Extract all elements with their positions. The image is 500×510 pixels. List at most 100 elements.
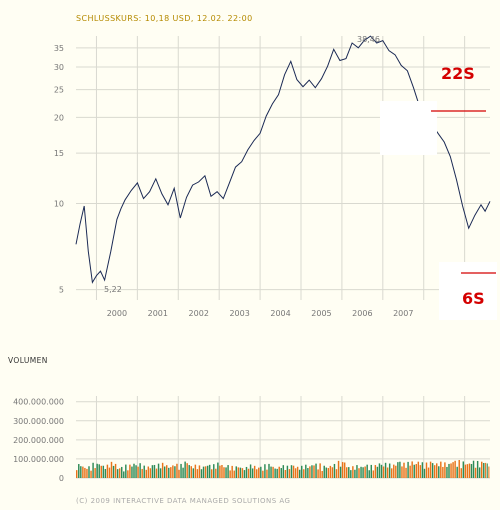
volume-bar [217,462,219,478]
volume-bar [155,468,158,478]
volume-y-tick-label: 100.000.000 [13,455,64,464]
volume-bar [411,461,413,478]
volume-bar [407,461,409,478]
price-x-tick-label: 2005 [311,309,331,318]
volume-bar [137,466,139,478]
volume-bar [485,462,487,478]
volume-bar [421,462,424,478]
volume-bar [317,469,319,478]
volume-bar [341,462,344,478]
volume-bar [370,464,372,478]
price-x-tick-label: 2006 [352,309,372,318]
volume-bar [486,463,488,478]
volume-bar [170,467,172,478]
volume-title: VOLUMEN [8,356,48,365]
volume-bar [88,466,90,478]
volume-bar [333,463,336,478]
volume-bar [80,466,82,478]
price-x-tick-label: 2007 [393,309,413,318]
volume-bar [145,469,147,478]
volume-bar [483,462,485,478]
price-y-tick-label: 5 [59,286,64,295]
volume-bar [90,470,92,478]
volume-bar [478,467,481,478]
note-box-upper [380,101,437,155]
volume-bar [364,466,366,478]
volume-bar [319,463,321,478]
price-y-tick-label: 35 [54,44,64,53]
volume-bar [231,465,233,478]
volume-bar [274,468,276,478]
volume-bar [350,470,352,478]
volume-bar [237,467,240,478]
volume-bar [335,469,338,478]
volume-bar [303,469,305,478]
volume-bar [446,466,448,478]
volume-bar [325,467,327,478]
volume-bar [180,463,182,478]
volume-bar [198,465,201,478]
volume-bar [112,465,115,478]
volume-bar [343,462,346,478]
volume-y-tick-label: 0 [59,474,64,483]
volume-bar [192,468,195,478]
volume-bar [368,470,370,478]
volume-bar [208,464,211,478]
volume-bar [194,464,197,478]
price-x-tick-label: 2000 [107,309,127,318]
red-annotation-low: 6S [462,289,485,308]
volume-bar [92,462,94,478]
volume-bar [96,463,98,478]
volume-bar [159,468,162,478]
volume-bar [163,466,166,478]
volume-bar [225,467,227,478]
volume-bar [104,468,107,478]
volume-bar [476,460,479,478]
volume-bar [417,461,420,478]
volume-bar [202,466,205,478]
volume-bar [108,467,111,478]
volume-bar [458,460,460,478]
volume-bar [251,468,254,478]
volume-bar [200,469,203,478]
volume-bar [311,465,313,478]
volume-bar [329,465,332,478]
volume-bar [276,468,278,478]
volume-bar [247,468,250,478]
volume-bar [448,463,450,478]
volume-y-axis: 0 100.000.000 200.000.000 300.000.000 400.00… [13,398,64,483]
volume-bar [354,469,356,478]
volume-bar [121,466,123,478]
volume-bar [86,468,88,478]
volume-bar [270,466,272,478]
volume-bar [264,464,266,478]
volume-bars [76,460,490,478]
volume-bar [129,464,131,478]
volume-bar [466,464,469,478]
volume-bar [166,465,168,478]
volume-bar [472,460,475,478]
volume-bar [182,467,184,478]
volume-bar [266,469,268,478]
volume-bar [378,463,381,478]
volume-bar [76,470,78,478]
volume-bar [481,461,483,478]
high-price-label: 38,46 [357,35,380,44]
price-x-tick-label: 2002 [189,309,209,318]
price-x-tick-label: 2004 [270,309,290,318]
volume-bar [149,468,152,478]
volume-bar [233,470,235,478]
volume-bar [286,465,289,478]
price-y-axis: 5 10 15 20 25 30 35 [54,44,64,295]
copyright-text: (C) 2009 INTERACTIVE DATA MANAGED SOLUTI… [76,497,291,505]
volume-bar [403,462,405,478]
volume-bar [176,463,178,478]
volume-bar [352,466,354,478]
volume-bar [245,466,248,478]
volume-bar [327,468,330,478]
volume-bar [253,465,256,478]
volume-bar [161,462,164,478]
volume-bar [94,468,96,478]
volume-bar [436,463,438,478]
volume-bar [386,467,389,478]
